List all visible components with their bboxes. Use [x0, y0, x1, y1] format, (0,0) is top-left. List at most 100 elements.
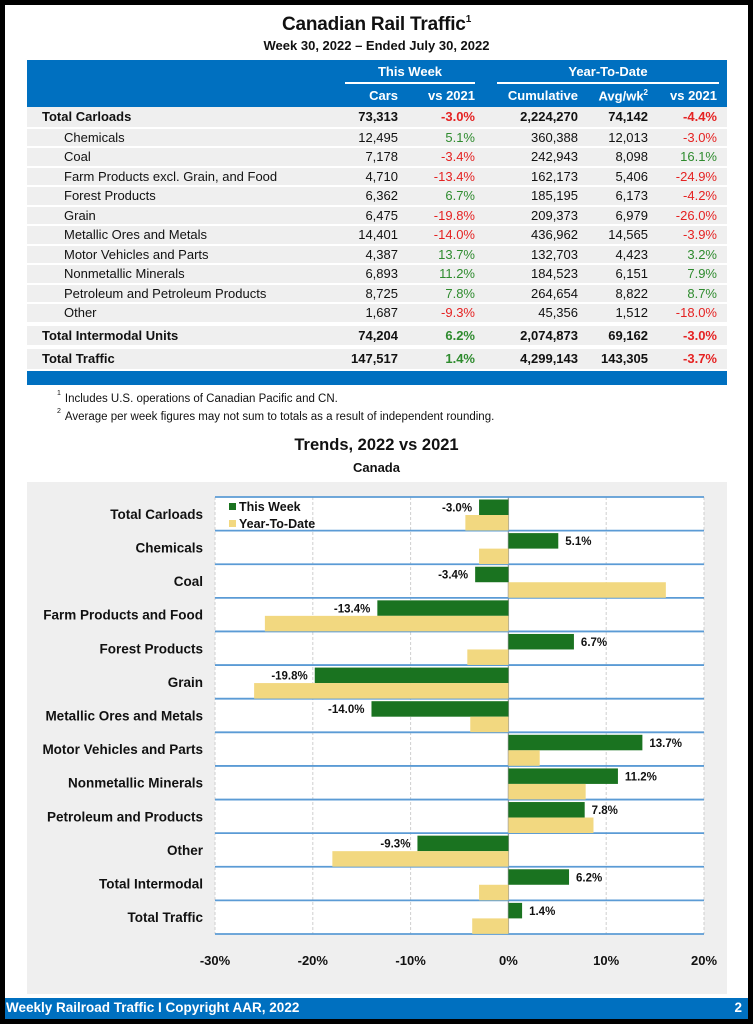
cell-vs-week: -19.8% [433, 207, 475, 223]
row-label: Grain [64, 207, 96, 223]
cell-vs-ytd: -4.2% [683, 188, 717, 203]
cell-cars: 6,362 [365, 188, 398, 203]
chart-svg: Total Carloads -3.0% Chemicals 5.1% Coal -3.4… [42, 496, 717, 968]
cell-cumulative: 360,388 [531, 129, 578, 145]
bar-this-week [371, 701, 509, 717]
col-avg-wk: Avg/wk2 [598, 88, 648, 104]
title-footnote-mark: 1 [465, 13, 472, 25]
cell-cumulative: 436,962 [531, 227, 578, 242]
category-label: Total Traffic [127, 910, 203, 925]
cell-vs-week: -14.0% [433, 227, 475, 242]
x-tick-label: 20% [691, 953, 717, 968]
footnote-1: 1 Includes U.S. operations of Canadian Pa… [57, 390, 338, 405]
cell-cars: 74,204 [358, 327, 398, 343]
trends-chart: Total Carloads -3.0% Chemicals 5.1% Coal -3.4… [27, 482, 727, 994]
data-label: 6.2% [576, 872, 602, 884]
cell-vs-ytd: -24.9% [675, 168, 717, 184]
cell-avg: 143,305 [601, 351, 648, 366]
table-header: This Week Year-To-Date Cars vs 2021 Cumu… [27, 60, 727, 107]
table-row: Chemicals 12,495 5.1% 360,388 12,013 -3.0% [27, 128, 727, 148]
page-number: 2 [734, 1000, 742, 1015]
cell-avg: 6,173 [615, 188, 648, 203]
category-label: Total Intermodal [99, 877, 203, 892]
col-cars: Cars [369, 88, 398, 103]
table-row: Nonmetallic Minerals 6,893 11.2% 184,523 6,1… [27, 265, 727, 285]
footer-copyright: Weekly Railroad Traffic I Copyright AAR,… [6, 1000, 300, 1015]
bar-this-week [475, 566, 509, 583]
chart-title: Trends, 2022 vs 2021 [294, 436, 459, 454]
cell-cars: 6,893 [365, 266, 398, 281]
bar-year-to-date [467, 649, 509, 665]
legend-label-year-to-date: Year-To-Date [239, 517, 315, 531]
table-row: Total Intermodal Units 74,204 6.2% 2,074,87… [27, 323, 727, 347]
footer-bar: Weekly Railroad Traffic I Copyright AAR,… [5, 998, 748, 1019]
category-label: Grain [168, 675, 203, 690]
cell-avg: 4,423 [615, 246, 648, 262]
bar-this-week [508, 533, 559, 549]
data-label: -9.3% [380, 839, 410, 851]
table-row: Total Carloads 73,313 -3.0% 2,224,270 74,142… [27, 107, 727, 129]
group-year-to-date: Year-To-Date [568, 64, 648, 79]
cell-cumulative: 184,523 [531, 266, 578, 281]
row-label: Other [64, 305, 97, 320]
cell-avg: 74,142 [608, 109, 648, 124]
cell-cumulative: 209,373 [531, 207, 578, 223]
footnote-2: 2 Average per week figures may not sum to… [57, 408, 495, 423]
cell-cumulative: 2,074,873 [520, 327, 578, 343]
cell-cars: 7,178 [365, 149, 398, 164]
category-label: Other [167, 843, 204, 858]
table-row: Other 1,687 -9.3% 45,356 1,512 -18.0% [27, 304, 727, 324]
chart-subtitle: Canada [353, 460, 400, 475]
bar-year-to-date [254, 683, 509, 699]
bar-this-week [508, 633, 574, 650]
cell-avg: 14,565 [608, 227, 648, 242]
cell-cumulative: 2,224,270 [520, 109, 578, 124]
x-tick-label: -10% [395, 953, 426, 968]
cell-cars: 14,401 [358, 227, 398, 242]
row-label: Farm Products excl. Grain, and Food [64, 168, 278, 184]
cell-cars: 147,517 [351, 351, 398, 366]
table-row: Grain 6,475 -19.8% 209,373 6,979 -26.0% [27, 206, 727, 226]
bar-this-week [508, 869, 570, 885]
data-label: 5.1% [565, 536, 591, 548]
cell-vs-ytd: -18.0% [675, 305, 717, 320]
cell-avg: 12,013 [608, 129, 648, 145]
cell-cars: 8,725 [365, 285, 398, 301]
data-label: -19.8% [271, 671, 307, 683]
x-tick-label: -30% [200, 953, 231, 968]
cell-avg: 1,512 [615, 305, 648, 320]
cell-vs-week: 5.1% [445, 129, 475, 145]
cell-avg: 6,151 [615, 266, 648, 281]
group-underline [345, 82, 475, 84]
row-label: Motor Vehicles and Parts [64, 246, 209, 262]
row-label: Coal [64, 149, 91, 164]
category-label: Total Carloads [110, 507, 203, 522]
row-label: Total Carloads [42, 109, 132, 124]
x-tick-label: 0% [499, 953, 518, 968]
group-underline [497, 82, 719, 84]
cell-vs-week: 13.7% [438, 246, 475, 262]
bar-year-to-date [508, 750, 540, 766]
table-row: Coal 7,178 -3.4% 242,943 8,098 16.1% [27, 148, 727, 168]
table-row: Motor Vehicles and Parts 4,387 13.7% 132,70… [27, 245, 727, 265]
cell-vs-week: -3.4% [441, 149, 475, 164]
bar-year-to-date [479, 548, 509, 565]
data-label: -3.0% [442, 503, 472, 515]
cell-vs-ytd: -26.0% [675, 207, 717, 223]
bar-this-week [508, 902, 523, 919]
cell-vs-ytd: 16.1% [680, 149, 717, 164]
row-label: Metallic Ores and Metals [64, 227, 208, 242]
category-label: Metallic Ores and Metals [45, 709, 203, 724]
cell-vs-ytd: 7.9% [687, 266, 717, 281]
x-tick-label: 10% [593, 953, 619, 968]
table-body: Total Carloads 73,313 -3.0% 2,224,270 74,142… [27, 107, 727, 371]
data-label: -13.4% [334, 603, 370, 615]
page-subtitle: Week 30, 2022 – Ended July 30, 2022 [263, 38, 490, 53]
data-label: 13.7% [649, 738, 682, 750]
category-label: Petroleum and Products [47, 809, 203, 824]
cell-vs-week: 11.2% [439, 266, 475, 281]
row-label: Petroleum and Petroleum Products [64, 285, 267, 301]
traffic-table: This Week Year-To-Date Cars vs 2021 Cumu… [27, 60, 727, 385]
bar-this-week [479, 499, 509, 515]
data-label: 6.7% [581, 637, 607, 649]
